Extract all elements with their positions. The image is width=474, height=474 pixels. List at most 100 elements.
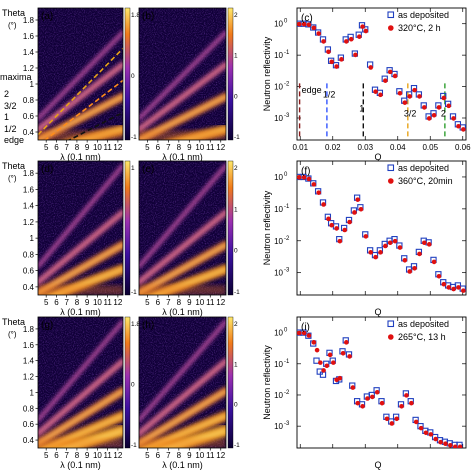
data-point-circle: [413, 419, 419, 425]
y-tick-exponent: -3: [284, 113, 290, 119]
x-tick-label: 5: [44, 298, 49, 307]
maxima-title: maxima: [0, 72, 32, 82]
data-point-circle: [418, 425, 424, 431]
x-tick-label: 10: [195, 451, 204, 460]
y-tick-exponent: -1: [284, 359, 290, 365]
y-tick-label: 10: [274, 51, 283, 60]
legend-square: [387, 164, 395, 172]
data-point-circle: [387, 69, 393, 75]
data-point-circle: [457, 444, 463, 448]
data-point-circle: [383, 243, 388, 249]
data-point-circle: [404, 393, 409, 398]
data-point-circle: [407, 269, 413, 274]
colorbar: [124, 316, 131, 449]
y-tick-label: 0.4: [23, 128, 35, 137]
y-axis-label: Theta: [2, 317, 25, 327]
y-tick-label: 1.2: [23, 218, 35, 227]
x-tick-label: 0.02: [325, 143, 341, 152]
intensity-band-core: [38, 165, 123, 268]
colorbar-tick-label: -1: [234, 289, 240, 296]
colorbar-tick-label: 1.8: [131, 321, 140, 328]
y-tick-label: 10: [274, 20, 283, 29]
data-point-circle: [311, 182, 317, 187]
data-point-circle: [378, 92, 383, 98]
y-tick-exponent: -3: [284, 421, 290, 427]
intensity-band-core: [38, 243, 123, 295]
panel-label: (g): [41, 320, 53, 331]
legend-label: 360°C, 20min: [398, 176, 453, 186]
data-point-circle: [365, 396, 370, 401]
y-axis-label: Neutron reflectivity: [262, 345, 272, 420]
colorbar-tick-label: 0: [234, 248, 238, 255]
data-point-circle: [417, 251, 422, 257]
data-point-circle: [306, 333, 312, 338]
data-point-circle: [378, 250, 383, 255]
y-axis-unit: (°): [8, 330, 17, 339]
plot-frame: [296, 316, 467, 449]
y-tick-label: 0.8: [23, 250, 35, 259]
x-tick-label: 7: [64, 143, 69, 152]
data-point-circle: [412, 87, 417, 93]
data-point-circle: [316, 31, 322, 36]
series-group: [297, 20, 466, 132]
x-tick-label: 7: [166, 451, 171, 460]
data-point-circle: [297, 175, 302, 180]
data-point-circle: [431, 112, 437, 118]
data-point-circle: [360, 24, 365, 29]
data-point-circle: [379, 400, 385, 406]
legend-label: as deposited: [398, 319, 449, 329]
data-point-circle: [433, 436, 439, 442]
data-point-circle: [357, 34, 362, 39]
data-point-circle: [448, 442, 453, 448]
series-group: [297, 173, 466, 293]
y-tick-label: 10: [274, 83, 283, 92]
colorbar: [124, 160, 131, 296]
y-tick-label: 1: [30, 234, 35, 243]
maxima-label: edge: [4, 135, 24, 145]
data-point-circle: [340, 350, 346, 356]
data-point-circle: [363, 28, 369, 34]
data-point-circle: [329, 222, 335, 228]
data-point-circle: [339, 57, 344, 62]
x-tick-label: 12: [216, 298, 225, 307]
y-axis-label: Neutron reflectivity: [262, 190, 272, 265]
x-tick-label: 5: [145, 451, 150, 460]
maxima-label: 1/2: [4, 124, 17, 134]
data-point-circle: [355, 197, 361, 202]
y-tick-exponent: -1: [284, 50, 290, 56]
heatmap-frame: [37, 7, 124, 141]
colorbar-tick-label: -1: [234, 134, 240, 141]
x-tick-label: 11: [103, 143, 112, 152]
x-tick-label: 11: [103, 298, 112, 307]
data-point-circle: [451, 286, 456, 292]
x-tick-label: 12: [113, 298, 122, 307]
x-tick-label: 6: [54, 451, 59, 460]
intensity-band-core: [38, 320, 123, 421]
y-tick-label: 0.6: [23, 112, 35, 121]
heatmap-panel: (b)5 6 7 8 9 10 11 12λ (0.1 nm)210-1: [138, 7, 240, 162]
data-point-circle: [326, 49, 331, 55]
x-axis-label: λ (0.1 nm): [60, 460, 101, 470]
data-point-circle: [383, 78, 388, 83]
data-point-circle: [373, 254, 378, 260]
maxima-overlay: [38, 47, 123, 140]
data-point-circle: [344, 340, 349, 345]
data-point-circle: [370, 394, 375, 400]
panel-label: (i): [301, 322, 310, 333]
plot-frame: [296, 7, 467, 141]
data-point-square: [313, 357, 320, 364]
data-point-circle: [334, 64, 339, 69]
x-tick-label: 7: [166, 298, 171, 307]
x-tick-label: 0.05: [422, 143, 438, 152]
data-point-circle: [417, 94, 422, 99]
colorbar: [227, 7, 234, 141]
x-tick-label: 8: [177, 451, 182, 460]
data-point-circle: [412, 265, 417, 271]
data-point-circle: [350, 385, 356, 390]
data-point-circle: [374, 389, 380, 395]
y-tick-label: 0.6: [23, 420, 35, 429]
y-tick-label: 1.8: [23, 325, 35, 334]
data-point-circle: [461, 288, 466, 293]
y-tick-label: 10: [274, 269, 283, 278]
